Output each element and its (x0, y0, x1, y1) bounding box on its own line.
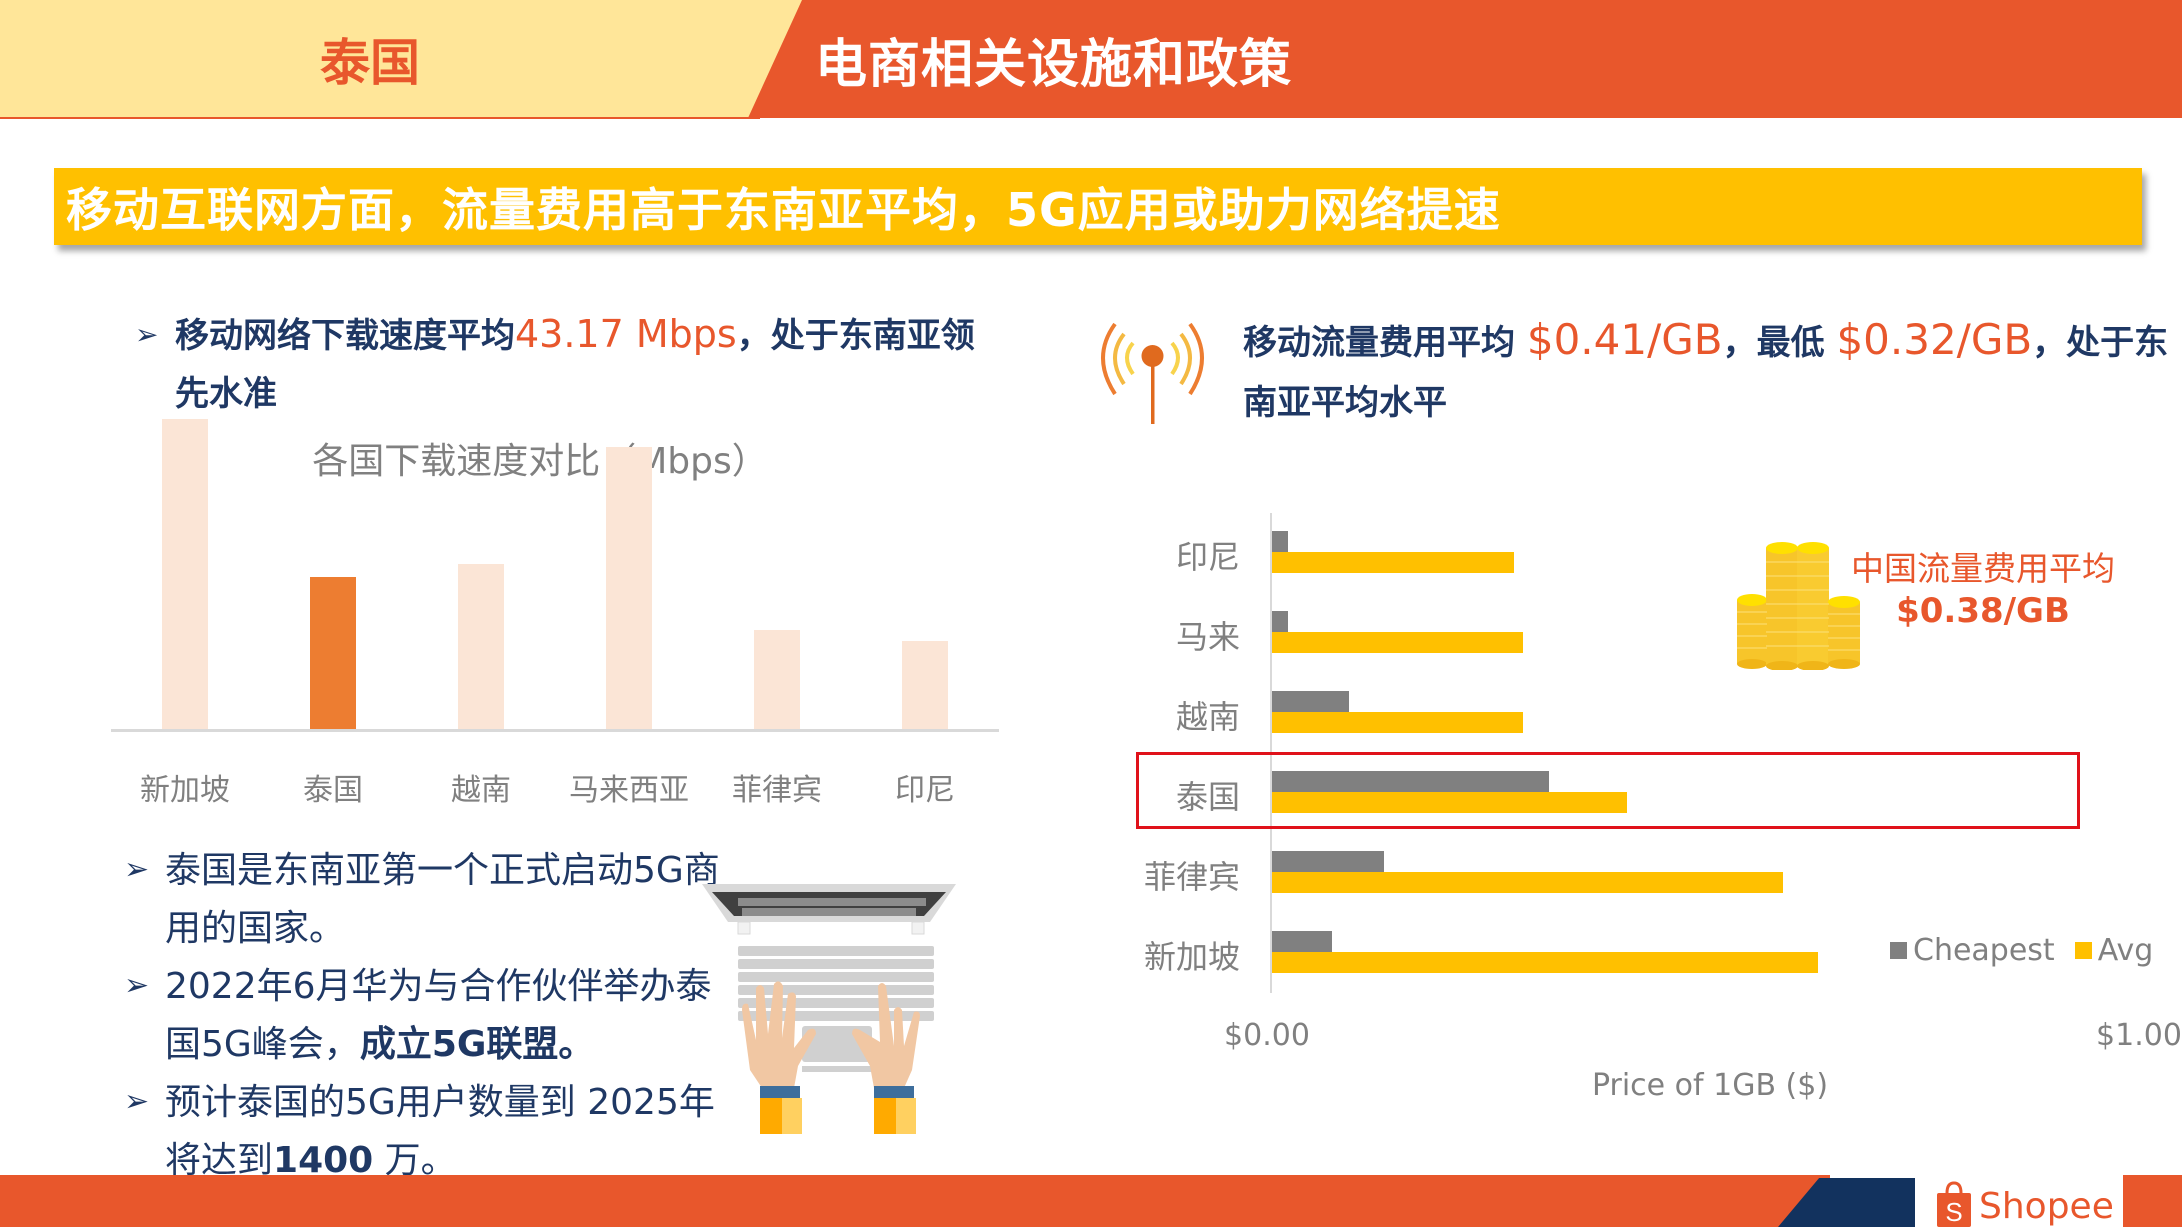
headline-text: 移动互联网方面，流量费用高于东南亚平均，5G应用或助力网络提速 (66, 182, 1501, 237)
bullet-arrow-icon: ➢ (124, 852, 150, 887)
speed-chart-title: 各国下载速度对比（Mbps） (312, 441, 768, 482)
cheapest-bar (1271, 611, 1289, 632)
speed-bar (458, 563, 504, 729)
legend-label: Avg (2097, 933, 2154, 968)
price-category-label: 马来 (1175, 618, 1240, 656)
legend-swatch-avg (2074, 942, 2092, 959)
avg-bar (1271, 552, 1515, 573)
speed-category-label: 印尼 (895, 773, 955, 808)
speed-summary: 移动网络下载速度平均43.17 Mbps，处于东南亚领先水准 (175, 305, 995, 423)
speed-category-label: 新加坡 (140, 773, 230, 808)
svg-text:S: S (1945, 1197, 1962, 1227)
header-country-panel (0, 0, 802, 118)
avg-bar (1271, 952, 1818, 973)
cheapest-bar (1271, 691, 1350, 712)
speed-chart-axis (111, 729, 999, 732)
cheapest-bar (1271, 931, 1332, 952)
x-tick-label: $1.00 (2096, 1018, 2182, 1053)
bullet-5g-first: 泰国是东南亚第一个正式启动5G商用的国家。 (165, 850, 720, 949)
speed-bar (606, 447, 652, 729)
signal-antenna-icon (1101, 322, 1204, 424)
bullet-huawei-summit: 2022年6月华为与合作伙伴举办泰国5G峰会，成立5G联盟。 (165, 958, 725, 1074)
bullet-arrow-icon: ➢ (135, 318, 159, 351)
fee-avg-value: $0.41/GB (1526, 315, 1723, 364)
cheapest-bar (1271, 851, 1384, 872)
speed-bar (310, 577, 356, 729)
page-title: 电商相关设施和政策 (815, 34, 1293, 95)
bullet-5g-users: 预计泰国的5G用户数量到 2025年将达到1400 万。 (165, 1074, 725, 1190)
laptop-typing-illustration (702, 884, 956, 1134)
coin-stack-icon (1737, 542, 1860, 670)
speed-category-label: 泰国 (303, 773, 363, 808)
speed-bar (754, 630, 800, 729)
cheapest-bar (1271, 771, 1549, 792)
speed-text-prefix: 移动网络下载速度平均 (175, 316, 515, 356)
price-category-label: 泰国 (1175, 778, 1240, 816)
speed-bar (162, 419, 208, 729)
avg-bar (1271, 712, 1523, 733)
x-axis-title: Price of 1GB ($) (1591, 1068, 1829, 1103)
bullet-text: 预计泰国的5G用户数量到 2025年将达到 (165, 1082, 715, 1181)
thailand-highlight-box (1136, 752, 2080, 829)
footer-bar (0, 1175, 1830, 1227)
china-fee-value: $0.38/GB (1896, 591, 2070, 631)
shopping-bag-icon: S (1937, 1181, 1971, 1227)
speed-category-label: 越南 (451, 773, 511, 808)
speed-bar (902, 641, 948, 729)
bullet-text: 万。 (373, 1140, 457, 1181)
bullet-arrow-icon: ➢ (124, 968, 150, 1003)
header-divider (0, 117, 760, 119)
china-fee-label: 中国流量费用平均 (1851, 549, 2115, 588)
header-title-panel (748, 0, 2182, 118)
cheapest-bar (1271, 531, 1289, 552)
avg-bar (1271, 632, 1523, 653)
fee-summary: 移动流量费用平均 $0.41/GB，最低 $0.32/GB，处于东南亚平均水平 (1243, 310, 2173, 433)
speed-text-suffix: ，处于东南亚领先水准 (175, 316, 975, 414)
bullet-bold: 成立5G联盟。 (359, 1024, 595, 1065)
speed-category-label: 菲律宾 (732, 773, 822, 808)
price-category-label: 菲律宾 (1143, 858, 1240, 896)
price-category-label: 新加坡 (1143, 938, 1240, 976)
speed-value: 43.17 Mbps (515, 312, 737, 356)
headline-banner: 移动互联网方面，流量费用高于东南亚平均，5G应用或助力网络提速 (54, 168, 2142, 245)
speed-category-label: 马来西亚 (569, 773, 689, 808)
bullet-bold: 1400 (273, 1140, 374, 1181)
fee-min-value: $0.32/GB (1836, 315, 2033, 364)
chart-legend: Cheapest Avg (1890, 933, 2153, 968)
china-fee-note: 中国流量费用平均 $0.38/GB (1838, 548, 2128, 632)
footer-bar-right (2123, 1175, 2182, 1227)
price-category-label: 越南 (1175, 698, 1240, 736)
fee-text: ，处于东南亚平均水平 (1243, 323, 2169, 423)
shopee-logo-text: Shopee (1979, 1186, 2114, 1227)
shopee-logo: S Shopee (1935, 1178, 2114, 1227)
header-country: 泰国 (320, 34, 420, 92)
bullet-arrow-icon: ➢ (124, 1084, 150, 1119)
avg-bar (1271, 792, 1627, 813)
avg-bar (1271, 872, 1784, 893)
legend-swatch-cheapest (1890, 942, 1907, 959)
fee-text: ，最低 (1722, 323, 1837, 363)
price-category-label: 印尼 (1175, 538, 1240, 576)
bullet-text: 2022年6月华为与合作伙伴举办泰国5G峰会， (165, 966, 712, 1065)
fee-text: 移动流量费用平均 (1243, 323, 1527, 363)
legend-label: Cheapest (1913, 933, 2055, 968)
x-tick-label: $0.00 (1224, 1018, 1310, 1053)
